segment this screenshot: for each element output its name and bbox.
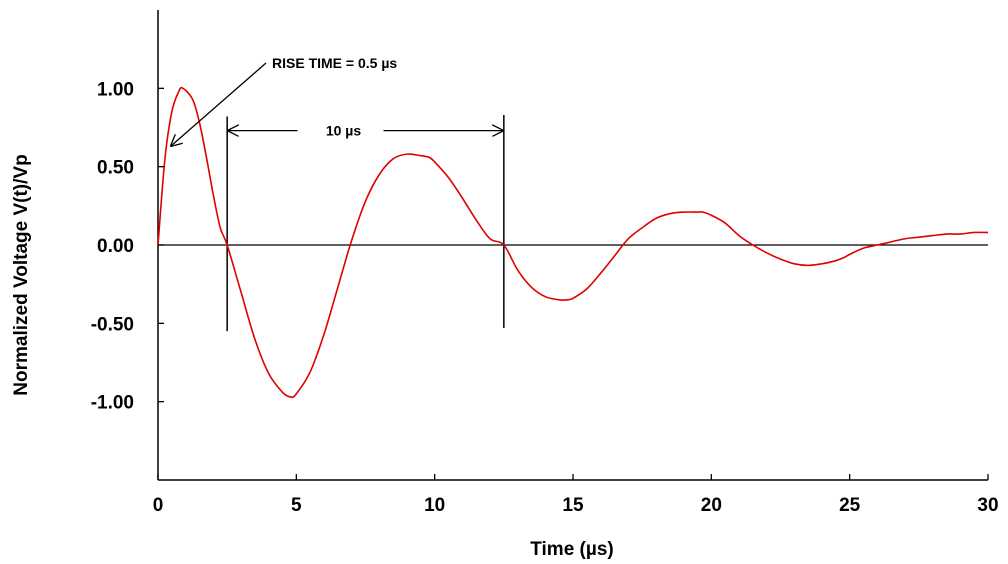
period-label: 10 µs (326, 123, 362, 139)
x-tick-label: 5 (291, 495, 302, 516)
y-tick-label: -1.00 (91, 393, 134, 414)
rise-time-label: RISE TIME = 0.5 µs (272, 55, 397, 71)
x-tick-label: 25 (839, 495, 861, 516)
x-tick-label: 30 (977, 495, 998, 516)
y-axis-ticks: 1.00 0.50 0.00 -0.50 -1.00 (91, 79, 164, 414)
voltage-series-line (157, 86, 989, 398)
series (157, 86, 989, 398)
y-tick-label: 1.00 (97, 79, 134, 100)
x-tick-label: 10 (424, 495, 445, 516)
rise-time-arrow (171, 62, 267, 146)
y-axis-title: Normalized Voltage V(t)/Vp (11, 154, 32, 395)
y-tick-label: -0.50 (91, 314, 134, 335)
y-tick-label: 0.50 (97, 158, 134, 179)
y-tick-label: 0.00 (97, 236, 134, 257)
marker-lines (226, 114, 505, 332)
x-axis-ticks: 0 5 10 15 20 25 30 (153, 474, 999, 516)
x-tick-label: 20 (701, 495, 722, 516)
x-tick-label: 15 (562, 495, 584, 516)
x-axis-title: Time (µs) (530, 539, 613, 560)
annotations: RISE TIME = 0.5 µs 10 µs (171, 55, 503, 146)
x-tick-label: 0 (153, 495, 164, 516)
